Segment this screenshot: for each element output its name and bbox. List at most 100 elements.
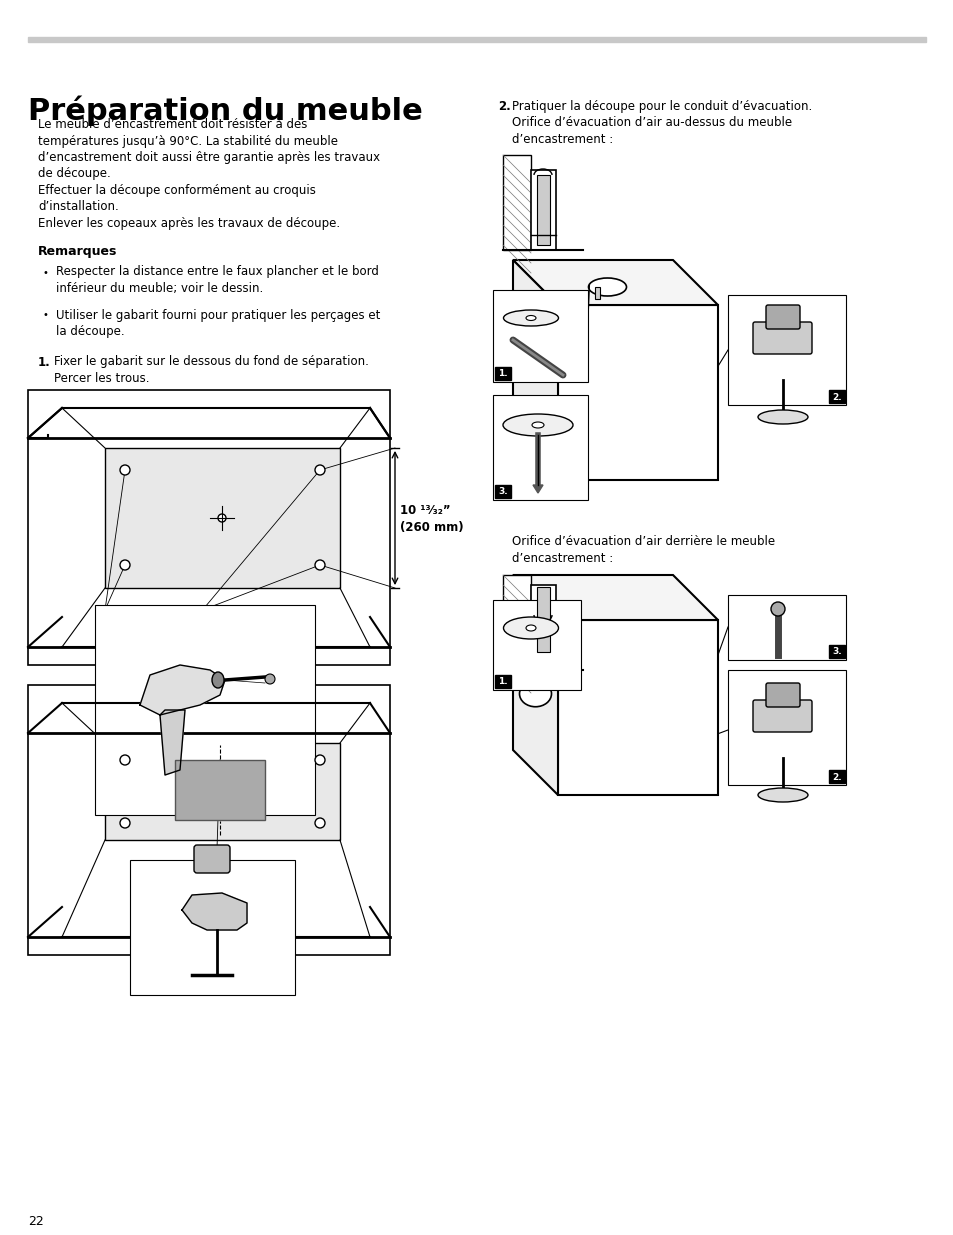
Bar — [828, 645, 844, 658]
Polygon shape — [513, 261, 718, 305]
FancyBboxPatch shape — [765, 683, 800, 706]
Ellipse shape — [525, 625, 536, 631]
Circle shape — [218, 514, 226, 522]
Bar — [493, 290, 587, 382]
Circle shape — [120, 466, 130, 475]
Text: 1.: 1. — [497, 678, 507, 687]
Ellipse shape — [525, 315, 536, 321]
Circle shape — [770, 601, 784, 616]
Bar — [727, 295, 845, 405]
Ellipse shape — [519, 680, 551, 706]
Bar — [174, 760, 265, 820]
FancyBboxPatch shape — [752, 322, 811, 354]
Text: Pratiquer la découpe pour le conduit d’évacuation.: Pratiquer la découpe pour le conduit d’é… — [512, 100, 811, 112]
Polygon shape — [105, 448, 339, 588]
Text: températures jusqu’à 90°C. La stabilité du meuble: températures jusqu’à 90°C. La stabilité … — [38, 135, 337, 147]
Circle shape — [265, 674, 274, 684]
Text: Remarques: Remarques — [38, 246, 117, 258]
Bar — [558, 620, 718, 795]
Circle shape — [314, 755, 325, 764]
Polygon shape — [533, 485, 542, 493]
Circle shape — [314, 818, 325, 827]
Bar — [95, 605, 314, 815]
FancyBboxPatch shape — [765, 305, 800, 329]
Circle shape — [120, 818, 130, 827]
Polygon shape — [513, 576, 558, 795]
Bar — [502, 576, 531, 671]
Text: 3.: 3. — [831, 647, 841, 657]
Bar — [495, 367, 511, 380]
Bar — [537, 175, 550, 245]
Ellipse shape — [532, 422, 543, 429]
Text: Préparation du meuble: Préparation du meuble — [28, 95, 422, 126]
Text: Utiliser le gabarit fourni pour pratiquer les perçages et: Utiliser le gabarit fourni pour pratique… — [56, 309, 380, 321]
Bar — [537, 587, 550, 652]
Text: Enlever les copeaux après les travaux de découpe.: Enlever les copeaux après les travaux de… — [38, 217, 340, 230]
Bar — [28, 37, 925, 42]
Bar — [495, 676, 511, 688]
Bar — [727, 595, 845, 659]
Polygon shape — [513, 261, 558, 480]
Bar — [28, 390, 390, 664]
Bar — [531, 170, 556, 249]
Text: •: • — [43, 268, 49, 278]
Bar — [828, 769, 844, 783]
Bar — [495, 485, 511, 498]
Text: 2.: 2. — [831, 393, 841, 401]
Polygon shape — [160, 710, 185, 776]
Text: Ø ³⁄₁₆”: Ø ³⁄₁₆” — [194, 806, 241, 821]
Text: d’encastrement :: d’encastrement : — [512, 133, 613, 146]
Bar — [828, 390, 844, 403]
Bar — [595, 287, 599, 299]
Bar — [727, 671, 845, 785]
Bar — [531, 585, 556, 655]
Text: 10 ¹³⁄₃₂”: 10 ¹³⁄₃₂” — [399, 504, 450, 516]
Ellipse shape — [758, 788, 807, 802]
Text: (260 mm): (260 mm) — [399, 521, 463, 535]
Ellipse shape — [503, 310, 558, 326]
Bar — [130, 860, 294, 995]
Text: 4 x: 4 x — [194, 790, 218, 804]
Text: 1.: 1. — [497, 369, 507, 378]
Bar — [558, 305, 718, 480]
Bar — [493, 600, 580, 690]
FancyBboxPatch shape — [193, 845, 230, 873]
Circle shape — [314, 466, 325, 475]
Ellipse shape — [502, 414, 573, 436]
Ellipse shape — [588, 278, 626, 296]
Polygon shape — [105, 743, 339, 840]
Ellipse shape — [212, 672, 224, 688]
Text: d’encastrement :: d’encastrement : — [512, 552, 613, 564]
Circle shape — [120, 755, 130, 764]
Text: (5 mm): (5 mm) — [194, 824, 251, 839]
Polygon shape — [513, 576, 718, 620]
Text: Orifice d’évacuation d’air derrière le meuble: Orifice d’évacuation d’air derrière le m… — [512, 535, 774, 548]
Bar — [28, 685, 390, 955]
FancyBboxPatch shape — [752, 700, 811, 732]
Text: Effectuer la découpe conformément au croquis: Effectuer la découpe conformément au cro… — [38, 184, 315, 198]
Text: Le meuble d’encastrement doit résister à des: Le meuble d’encastrement doit résister à… — [38, 119, 307, 131]
Text: 2.: 2. — [497, 100, 510, 112]
Text: de découpe.: de découpe. — [38, 168, 111, 180]
Circle shape — [120, 559, 130, 571]
Text: Percer les trous.: Percer les trous. — [54, 372, 150, 385]
Bar — [502, 156, 531, 249]
Bar — [493, 395, 587, 500]
Text: d’installation.: d’installation. — [38, 200, 118, 214]
Text: la découpe.: la découpe. — [56, 325, 125, 338]
Circle shape — [314, 559, 325, 571]
Text: Respecter la distance entre le faux plancher et le bord: Respecter la distance entre le faux plan… — [56, 266, 378, 279]
Text: 3.: 3. — [497, 488, 507, 496]
Ellipse shape — [503, 618, 558, 638]
Polygon shape — [140, 664, 225, 715]
Text: d’encastrement doit aussi être garantie après les travaux: d’encastrement doit aussi être garantie … — [38, 151, 379, 164]
Text: 2.: 2. — [831, 773, 841, 782]
Text: 22: 22 — [28, 1215, 44, 1228]
Polygon shape — [182, 893, 247, 930]
Text: inférieur du meuble; voir le dessin.: inférieur du meuble; voir le dessin. — [56, 282, 263, 295]
Text: •: • — [43, 310, 49, 321]
Text: 1.: 1. — [38, 356, 51, 368]
Ellipse shape — [758, 410, 807, 424]
Text: Fixer le gabarit sur le dessous du fond de séparation.: Fixer le gabarit sur le dessous du fond … — [54, 356, 369, 368]
Text: Orifice d’évacuation d’air au-dessus du meuble: Orifice d’évacuation d’air au-dessus du … — [512, 116, 791, 130]
